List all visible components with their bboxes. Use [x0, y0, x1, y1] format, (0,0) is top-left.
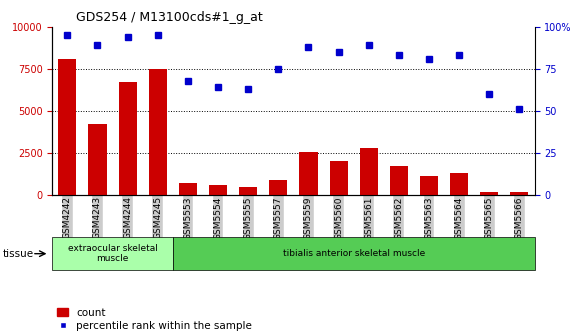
Bar	[450, 173, 468, 195]
Bar	[209, 185, 227, 195]
Bar	[360, 148, 378, 195]
Bar	[88, 124, 106, 195]
Bar	[420, 176, 438, 195]
Text: extraocular skeletal
muscle: extraocular skeletal muscle	[67, 244, 157, 263]
Bar	[480, 192, 498, 195]
Legend: count, percentile rank within the sample: count, percentile rank within the sample	[58, 308, 252, 331]
Bar	[58, 59, 77, 195]
Text: tibialis anterior skeletal muscle: tibialis anterior skeletal muscle	[282, 249, 425, 258]
Text: GDS254 / M13100cds#1_g_at: GDS254 / M13100cds#1_g_at	[77, 11, 263, 24]
Text: tissue: tissue	[3, 249, 34, 259]
Bar	[299, 152, 317, 195]
Bar	[239, 187, 257, 195]
Bar	[329, 161, 347, 195]
Bar	[179, 183, 197, 195]
Bar	[390, 166, 408, 195]
Bar	[119, 82, 137, 195]
Bar	[149, 69, 167, 195]
Bar	[270, 180, 288, 195]
Bar	[510, 192, 529, 195]
